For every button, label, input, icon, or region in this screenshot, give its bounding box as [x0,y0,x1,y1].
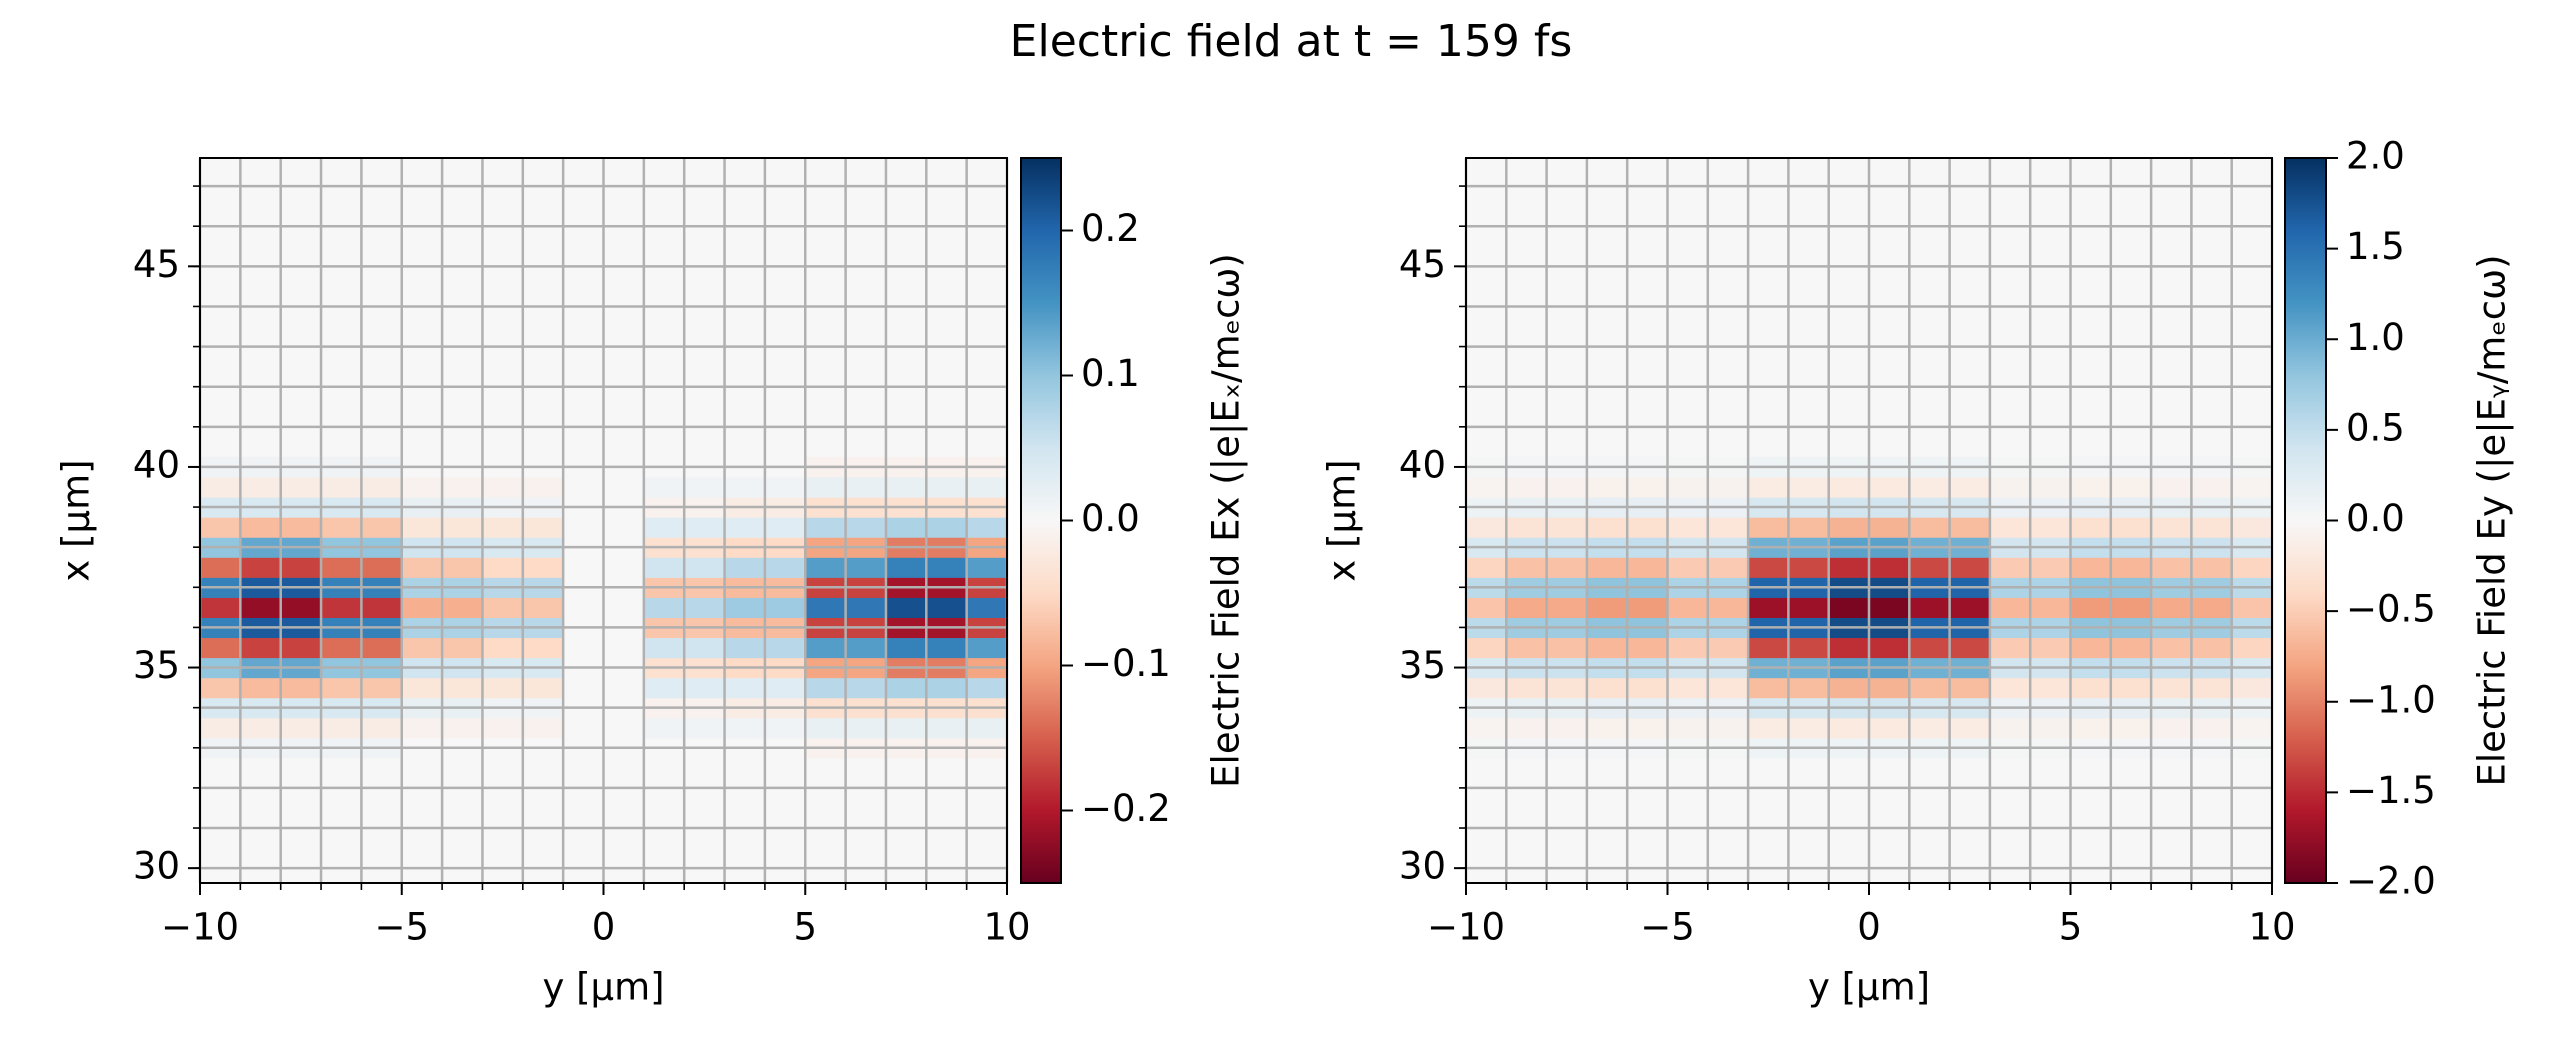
heatmap-cell [966,476,1007,498]
plot-frame [1465,157,2273,884]
x-tick-label: 10 [983,906,1030,949]
heatmap-cell [966,597,1007,618]
x-tick-label: 5 [2059,906,2083,949]
colorbar-tick-label: 1.5 [2346,225,2405,268]
colorbar-tick-label: −1.0 [2346,678,2436,721]
colorbar-label: Electric Field Ex (|e|Eₓ/mₑcω) [1205,253,1248,788]
colorbar-label: Electric Field Ey (|e|Eᵧ/mₑcω) [2471,254,2514,786]
y-tick-label: 45 [1399,243,1446,286]
colorbar-tick-label: 2.0 [2346,135,2405,178]
heatmap-cell [2231,717,2272,739]
x-tick-label: 10 [2248,906,2295,949]
heatmap-cell [2231,677,2272,699]
y-tick-label: 35 [133,644,180,687]
y-tick-label: 35 [1399,644,1446,687]
y-tick-label: 45 [133,243,180,286]
heatmap-cell [2231,597,2272,618]
heatmap-cell [1466,637,1507,659]
colorbar-tick-label: −0.1 [1081,642,1171,685]
y-tick-label: 40 [133,443,180,486]
heatmap-cell [200,597,241,618]
heatmap-cell [2231,476,2272,498]
colorbar [1020,157,1062,884]
heatmap-cell [966,677,1007,699]
colorbar-tick-label: 0.2 [1081,207,1140,250]
heatmap-cell [200,476,241,498]
heatmap-cell [200,677,241,699]
y-tick-label: 30 [1399,845,1446,888]
heatmap-cell [1466,717,1507,739]
heatmap-cell [2231,557,2272,578]
colorbar-tick-label: −1.5 [2346,769,2436,812]
x-axis-label: y [µm] [1808,966,1930,1009]
colorbar-tick-label: −0.5 [2346,588,2436,631]
heatmap-cell [200,637,241,659]
x-tick-label: −5 [374,906,429,949]
heatmap-cell [966,637,1007,659]
heatmap-cell [966,557,1007,578]
y-tick-label: 40 [1399,443,1446,486]
colorbar [2284,157,2327,884]
heatmap-cell [1466,677,1507,699]
heatmap-cell [1466,557,1507,578]
heatmap-cell [2231,517,2272,538]
figure-title: Electric field at t = 159 fs [1010,16,1573,67]
plot-frame [199,157,1008,884]
heatmap-cell [1466,597,1507,618]
colorbar-tick-label: 0.0 [1081,497,1140,540]
heatmap-cell [1466,476,1507,498]
heatmap-cell [200,717,241,739]
heatmap-cell [966,517,1007,538]
x-tick-label: 0 [592,906,616,949]
colorbar-tick-label: 0.5 [2346,406,2405,449]
colorbar-tick-label: −0.2 [1081,787,1171,830]
colorbar-tick-label: −2.0 [2346,860,2436,903]
heatmap-cell [2231,637,2272,659]
heatmap-cell [200,557,241,578]
x-tick-label: −10 [161,906,239,949]
heatmap-cell [966,717,1007,739]
colorbar-tick-label: 0.1 [1081,352,1140,395]
colorbar-tick-label: 1.0 [2346,316,2405,359]
y-axis-label: x [µm] [1321,459,1364,581]
x-tick-label: −10 [1427,906,1505,949]
y-axis-label: x [µm] [55,459,98,581]
colorbar-tick-label: 0.0 [2346,497,2405,540]
x-tick-label: 5 [793,906,817,949]
heatmap-cell [200,517,241,538]
y-tick-label: 30 [133,845,180,888]
x-tick-label: −5 [1640,906,1695,949]
x-axis-label: y [µm] [542,966,664,1009]
x-tick-label: 0 [1857,906,1881,949]
heatmap-cell [1466,517,1507,538]
